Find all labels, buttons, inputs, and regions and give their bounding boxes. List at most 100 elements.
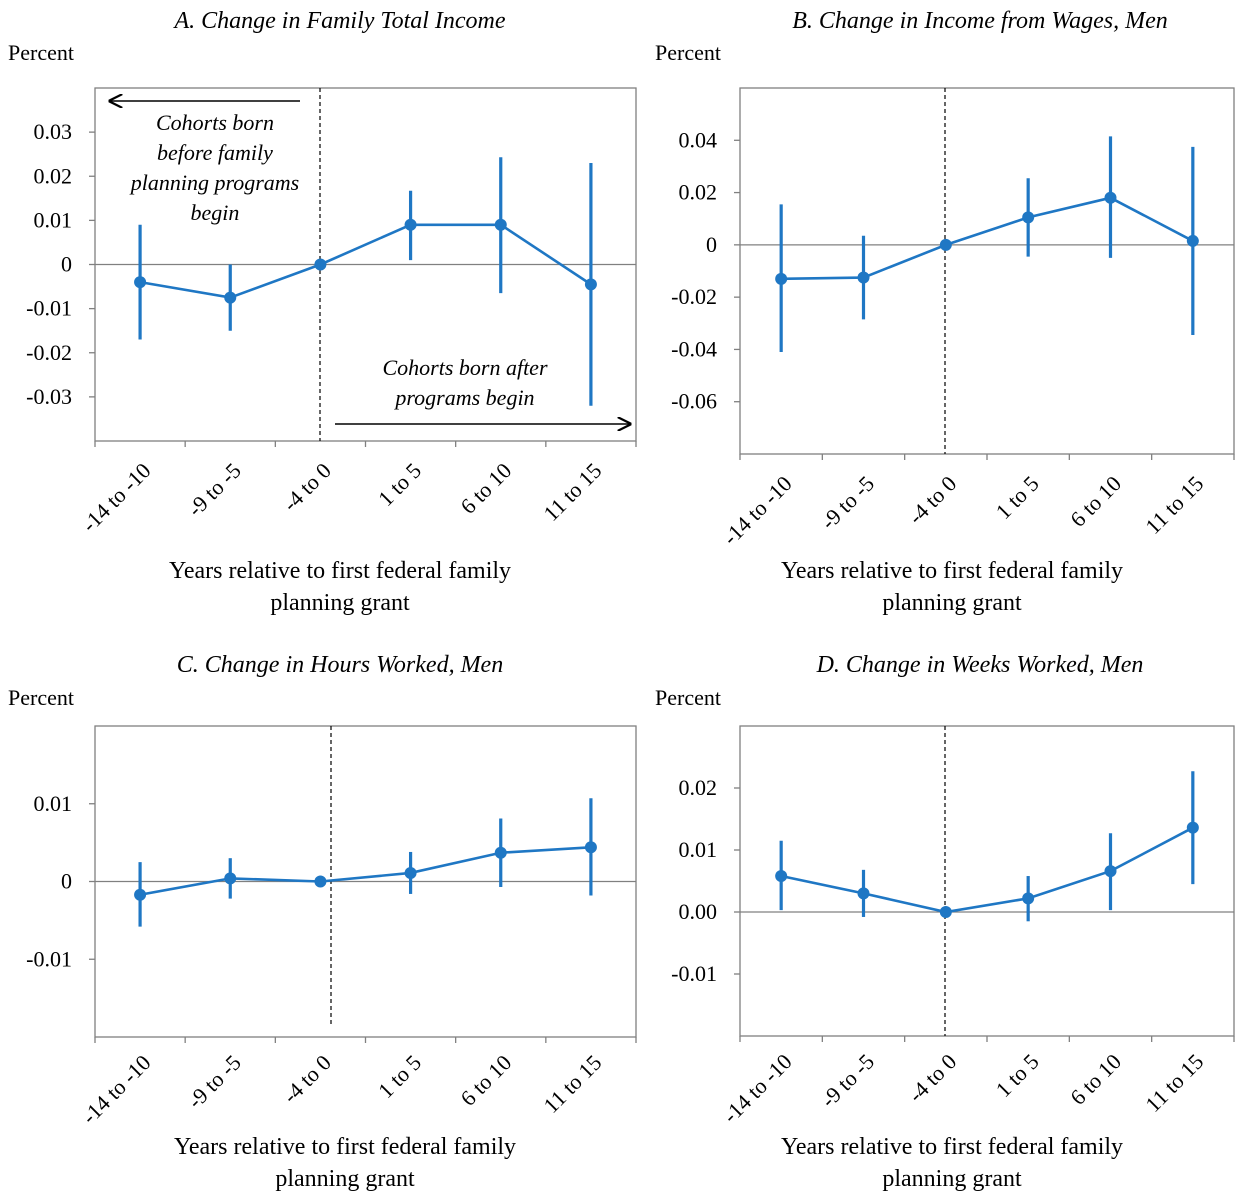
series-line [139, 845, 591, 896]
series-line [780, 826, 1194, 914]
y-tick-label: 0.01 [34, 207, 73, 232]
x-axis-title-line-2: planning grant [882, 590, 1022, 616]
data-point [857, 271, 870, 284]
plot-frame [739, 725, 1235, 1037]
x-category-label: -9 to -5 [182, 1050, 245, 1113]
x-axis-title: Years relative to first federal family [781, 558, 1123, 584]
y-tick-label: 0 [61, 252, 72, 277]
data-point [1022, 211, 1035, 224]
x-category-label: 1 to 5 [373, 458, 426, 511]
data-point [939, 906, 952, 918]
y-tick-label: 0.01 [679, 837, 718, 862]
y-tick-label: -0.01 [671, 961, 717, 986]
y-axis-unit-label: Percent [655, 685, 721, 710]
x-axis-title-line-2: planning grant [882, 1166, 1022, 1192]
x-category-label: -14 to -10 [77, 1050, 156, 1129]
x-category-label: -9 to -5 [182, 458, 245, 521]
x-category-label: -4 to 0 [278, 1050, 336, 1108]
x-axis-title: Years relative to first federal family [169, 558, 511, 584]
x-category-label: -4 to 0 [903, 471, 961, 529]
y-tick-label: 0.01 [34, 791, 73, 816]
annotation-after-line: Cohorts born after [382, 355, 547, 380]
data-point [584, 278, 597, 291]
data-point [857, 887, 870, 900]
y-tick-label: 0 [61, 869, 72, 894]
y-tick-label: -0.01 [26, 296, 72, 321]
y-tick-label: -0.06 [671, 389, 717, 414]
data-point [494, 846, 507, 859]
x-axis-title: Years relative to first federal family [781, 1134, 1123, 1160]
y-axis-unit-label: Percent [655, 40, 721, 65]
series-line [139, 223, 592, 299]
x-category-label: 11 to 15 [538, 1050, 606, 1118]
x-category-label: -9 to -5 [816, 471, 879, 534]
y-tick-label: 0.00 [679, 899, 718, 924]
y-tick-label: -0.01 [26, 946, 72, 971]
x-category-label: 1 to 5 [991, 1049, 1044, 1102]
data-point [134, 888, 147, 901]
y-tick-label: -0.03 [26, 384, 72, 409]
x-category-label: 6 to 10 [455, 1050, 516, 1111]
chart-panel-2: B. Change in Income from Wages, Men Perce… [655, 8, 1235, 616]
x-category-label: 11 to 15 [1140, 1049, 1208, 1117]
x-category-label: 6 to 10 [1065, 471, 1126, 532]
data-point [404, 218, 417, 231]
series-line [781, 196, 1194, 281]
annotation-before-line: Cohorts born [156, 110, 274, 135]
annotation-after-line: programs begin [393, 385, 534, 410]
data-point [1022, 892, 1035, 905]
y-tick-label: 0.02 [679, 180, 718, 205]
chart-title: A. Change in Family Total Income [172, 8, 505, 34]
x-category-label: -4 to 0 [278, 458, 336, 516]
x-category-label: 6 to 10 [1065, 1049, 1126, 1110]
x-category-label: 11 to 15 [538, 458, 606, 526]
y-axis-unit-label: Percent [8, 685, 74, 710]
annotation-before-line: planning programs [129, 170, 299, 195]
y-tick-label: 0.04 [679, 127, 718, 152]
data-point [1104, 191, 1117, 204]
data-point [775, 870, 788, 883]
data-point [314, 875, 327, 888]
y-tick-label: 0.02 [679, 775, 718, 800]
data-point [775, 272, 788, 285]
data-point [1186, 234, 1199, 247]
chart-title: D. Change in Weeks Worked, Men [816, 652, 1144, 678]
x-axis-title-line-2: planning grant [275, 1166, 415, 1192]
x-category-label: 1 to 5 [373, 1050, 426, 1103]
chart-panel-4: D. Change in Weeks Worked, Men Percent 0.0… [655, 652, 1235, 1192]
data-point [584, 841, 597, 854]
data-point [1104, 865, 1117, 878]
y-tick-label: -0.02 [671, 284, 717, 309]
plot-frame [739, 87, 1235, 455]
y-axis-unit-label: Percent [8, 40, 74, 65]
y-tick-label: -0.04 [671, 336, 717, 361]
x-category-label: 6 to 10 [455, 458, 516, 519]
y-tick-label: 0 [706, 232, 717, 257]
x-category-label: 1 to 5 [991, 471, 1044, 524]
data-point [314, 258, 327, 271]
data-point [224, 291, 237, 304]
data-point [494, 218, 507, 231]
x-category-label: -9 to -5 [816, 1049, 879, 1112]
x-axis-title-line-2: planning grant [270, 590, 410, 616]
data-point [134, 276, 147, 289]
x-category-label: -14 to -10 [77, 458, 156, 537]
x-category-label: -14 to -10 [718, 471, 797, 550]
y-tick-label: 0.02 [34, 163, 73, 188]
y-tick-label: 0.03 [34, 119, 73, 144]
data-point [1186, 821, 1199, 834]
chart-title: C. Change in Hours Worked, Men [177, 652, 503, 678]
annotation-before-line: begin [191, 200, 240, 225]
x-category-label: 11 to 15 [1140, 471, 1208, 539]
data-point [404, 866, 417, 879]
annotation-before-line: before family [157, 140, 273, 165]
chart-panel-1: A. Change in Family Total Income Percent 0… [8, 8, 637, 616]
data-point [939, 238, 952, 251]
data-point [224, 872, 237, 885]
y-tick-label: -0.02 [26, 340, 72, 365]
x-category-label: -14 to -10 [718, 1049, 797, 1128]
chart-panel-3: C. Change in Hours Worked, Men Percent 0.0… [8, 652, 637, 1192]
x-category-label: -4 to 0 [903, 1049, 961, 1107]
x-axis-title: Years relative to first federal family [174, 1134, 516, 1160]
